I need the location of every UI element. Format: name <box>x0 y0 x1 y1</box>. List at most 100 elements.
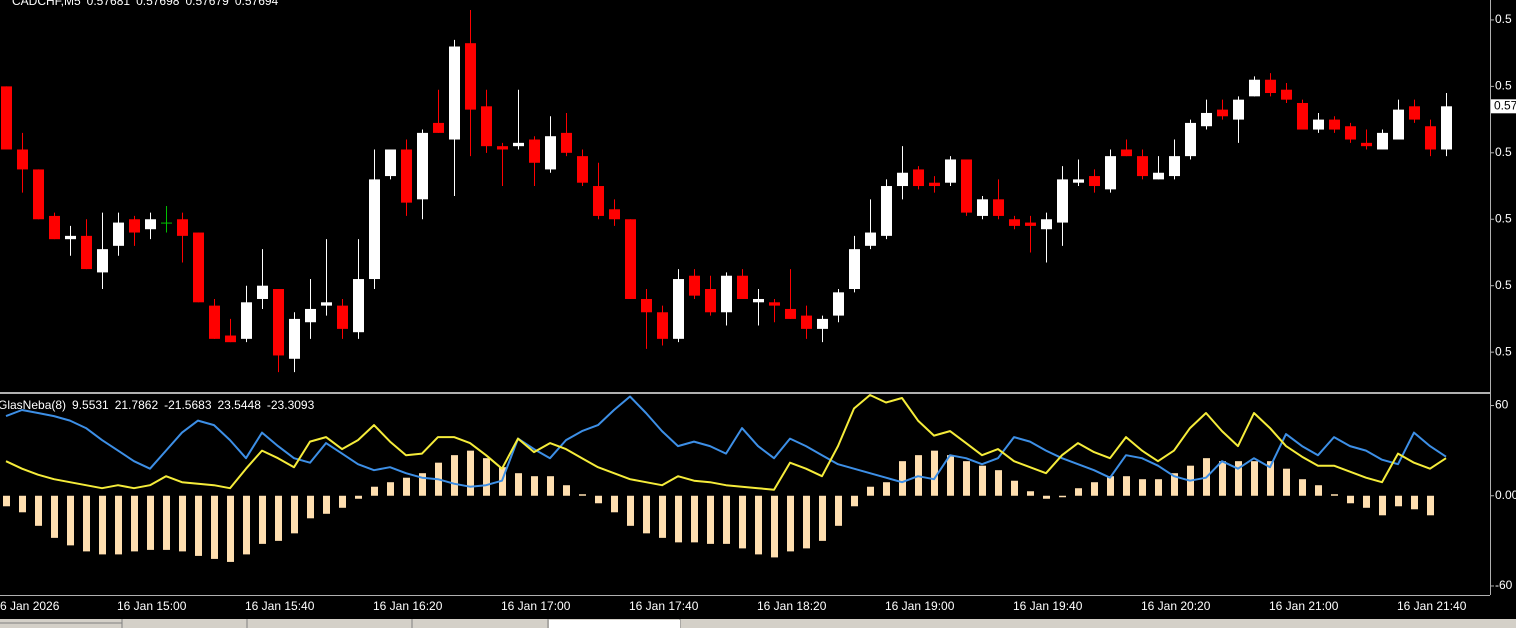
candle-body <box>913 169 924 187</box>
candle-body <box>1153 172 1164 180</box>
candle-body <box>1313 119 1324 130</box>
histogram-bar <box>1395 495 1402 507</box>
histogram-bar <box>851 495 858 507</box>
header-value: -21.5683 <box>164 398 212 412</box>
x-tick-label: 16 Jan 18:20 <box>757 599 827 613</box>
histogram-bar <box>1267 461 1274 496</box>
candle-body <box>1281 89 1292 100</box>
histogram-bar <box>1331 494 1338 496</box>
histogram-bar <box>803 495 810 549</box>
candle-body <box>81 235 92 270</box>
histogram-bar <box>1315 485 1322 496</box>
histogram-bar <box>963 461 970 496</box>
y-tick-label: 0.5 <box>1495 211 1512 225</box>
candle-body <box>353 279 364 333</box>
histogram-bar <box>659 495 666 538</box>
candle-body <box>1361 142 1372 147</box>
histogram-bar <box>787 495 794 552</box>
histogram-bar <box>835 495 842 526</box>
header-value: -23.3093 <box>267 398 315 412</box>
candle-body <box>897 172 908 187</box>
histogram-bar <box>931 450 938 496</box>
current-price-box <box>1491 99 1516 114</box>
candle-body <box>129 219 140 233</box>
candle-body <box>689 275 700 296</box>
x-tick-label: 16 Jan 19:40 <box>1013 599 1083 613</box>
candle-body <box>641 298 652 313</box>
candle-body <box>1009 219 1020 226</box>
histogram-bar <box>627 495 634 526</box>
histogram-bar <box>1171 473 1178 496</box>
histogram-bar <box>1011 480 1018 496</box>
histogram-bar <box>819 495 826 541</box>
active-tab[interactable] <box>549 620 680 628</box>
candle-body <box>1265 79 1276 94</box>
candle-body <box>305 308 316 323</box>
candle-body <box>1089 176 1100 187</box>
candle-body <box>737 275 748 299</box>
histogram-bar <box>1363 495 1370 508</box>
candle-body <box>705 289 716 313</box>
header-value: 23.5448 <box>218 398 262 412</box>
candle-body <box>1345 126 1356 140</box>
candle-body <box>337 305 348 329</box>
candle-body <box>1 86 12 150</box>
histogram-bar <box>643 495 650 534</box>
histogram-bar <box>1027 491 1034 496</box>
candle-body <box>1217 109 1228 117</box>
candle-body <box>545 136 556 170</box>
indicator-line <box>5 395 1447 488</box>
histogram-bar <box>147 495 154 550</box>
candle-body <box>945 159 956 183</box>
header-value: 0.57681 <box>87 0 131 8</box>
histogram-bar <box>739 495 746 549</box>
candle-body <box>1169 156 1180 177</box>
histogram-bar <box>755 495 762 555</box>
candle-body <box>17 149 28 170</box>
x-tick-label: 16 Jan 17:00 <box>501 599 571 613</box>
candle-body <box>1201 112 1212 127</box>
histogram-bar <box>595 495 602 504</box>
histogram-bar <box>1379 495 1386 516</box>
histogram-bar <box>867 486 874 496</box>
histogram-bar <box>1091 482 1098 496</box>
histogram-bar <box>275 495 282 541</box>
y-tick-label: -60 <box>1495 578 1513 592</box>
y-tick-label: 0.00 <box>1495 488 1516 502</box>
symbol-title: CADCHF,M5 <box>12 0 81 8</box>
tab-bar <box>0 619 1516 628</box>
histogram-bar <box>1251 461 1258 496</box>
header-value: 0.57679 <box>185 0 229 8</box>
candle-body <box>257 285 268 299</box>
histogram-bar <box>371 486 378 496</box>
histogram-bar <box>707 495 714 544</box>
candle-body <box>209 305 220 339</box>
candle-body <box>625 219 636 299</box>
candle-body <box>433 122 444 133</box>
histogram-bar <box>35 495 42 526</box>
candle-body <box>529 139 540 163</box>
histogram-bar <box>163 495 170 550</box>
x-tick-label: 6 Jan 2026 <box>0 599 60 613</box>
histogram-bar <box>611 495 618 513</box>
histogram-bar <box>1283 468 1290 496</box>
histogram-bar <box>1219 461 1226 496</box>
candle-body <box>561 132 572 153</box>
histogram-bar <box>211 495 218 559</box>
header-values: 9.5531 21.7862 -21.5683 23.5448 -23.3093 <box>72 398 315 412</box>
candle-body <box>1185 122 1196 157</box>
histogram-bar <box>899 461 906 496</box>
candle-body <box>465 43 476 110</box>
histogram-bar <box>259 495 266 544</box>
candle-body <box>1377 132 1388 150</box>
x-tick-label: 16 Jan 15:00 <box>117 599 187 613</box>
histogram-bar <box>467 450 474 496</box>
histogram-bar <box>995 470 1002 496</box>
histogram-bar <box>691 495 698 543</box>
indicator-line <box>5 394 1447 491</box>
x-tick-label: 16 Jan 19:00 <box>885 599 955 613</box>
candle-body <box>1393 109 1404 140</box>
histogram-bar <box>355 495 362 499</box>
histogram-bar <box>307 495 314 519</box>
candle-body <box>1425 126 1436 150</box>
